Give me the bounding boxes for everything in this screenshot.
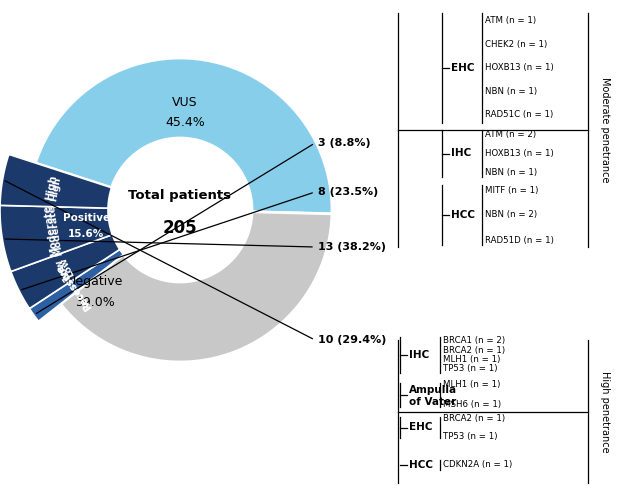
Text: of Vater: of Vater	[409, 397, 457, 407]
Text: MLH1 (n = 1): MLH1 (n = 1)	[443, 355, 500, 364]
Polygon shape	[0, 154, 111, 208]
Text: High: High	[44, 174, 58, 201]
Polygon shape	[60, 212, 332, 362]
Text: Moderate: Moderate	[42, 204, 60, 258]
Text: 8 (23.5%): 8 (23.5%)	[318, 187, 378, 197]
Text: VUS: VUS	[172, 96, 198, 108]
Text: CHEK2 (n = 1): CHEK2 (n = 1)	[485, 40, 547, 49]
Text: 15.6%: 15.6%	[68, 229, 104, 239]
Text: 205: 205	[163, 219, 197, 237]
Text: NBN (n = 1): NBN (n = 1)	[485, 87, 537, 96]
Polygon shape	[28, 163, 123, 304]
Text: IHC: IHC	[451, 148, 471, 158]
Text: Moderate: Moderate	[47, 204, 64, 256]
Text: RAD51D (n = 1): RAD51D (n = 1)	[485, 236, 554, 245]
Text: HCC: HCC	[409, 460, 433, 470]
Text: MSH6 (n = 1): MSH6 (n = 1)	[443, 400, 501, 409]
Polygon shape	[35, 58, 332, 214]
Text: HOXB13 (n = 1): HOXB13 (n = 1)	[485, 149, 554, 158]
Polygon shape	[0, 205, 113, 272]
Text: 39.0%: 39.0%	[75, 296, 115, 308]
Text: 13 (38.2%): 13 (38.2%)	[318, 242, 386, 252]
Polygon shape	[11, 235, 120, 308]
Text: EHC: EHC	[451, 63, 475, 73]
Text: Total patients: Total patients	[129, 189, 231, 201]
Text: NBN (n = 1): NBN (n = 1)	[485, 167, 537, 177]
Text: NBN (n = 2): NBN (n = 2)	[485, 210, 537, 219]
Text: Moderate penetrance: Moderate penetrance	[600, 77, 610, 183]
Text: Positive: Positive	[63, 213, 110, 223]
Text: BRCA1 (n = 2): BRCA1 (n = 2)	[443, 337, 505, 346]
Text: BRCA2 (n = 1): BRCA2 (n = 1)	[443, 414, 505, 424]
Text: IHC: IHC	[409, 350, 429, 360]
Text: Low: Low	[53, 256, 72, 281]
Text: TP53 (n = 1): TP53 (n = 1)	[443, 364, 498, 374]
Text: 10 (29.4%): 10 (29.4%)	[318, 335, 386, 345]
Text: HOXB13 (n = 1): HOXB13 (n = 1)	[485, 63, 554, 72]
Text: Negative: Negative	[67, 276, 123, 289]
Text: Recessive: Recessive	[54, 262, 92, 311]
Text: TP53 (n = 1): TP53 (n = 1)	[443, 432, 498, 441]
Text: High: High	[49, 176, 62, 201]
Text: 3 (8.8%): 3 (8.8%)	[318, 138, 371, 148]
Text: BRCA2 (n = 1): BRCA2 (n = 1)	[443, 346, 505, 355]
Text: 45.4%: 45.4%	[165, 115, 205, 129]
Text: ATM (n = 2): ATM (n = 2)	[485, 131, 536, 140]
Text: Low: Low	[58, 255, 76, 278]
Text: MLH1 (n = 1): MLH1 (n = 1)	[443, 381, 500, 390]
Text: HCC: HCC	[451, 210, 475, 220]
Text: High penetrance: High penetrance	[600, 371, 610, 452]
Polygon shape	[29, 249, 123, 321]
Text: RAD51C (n = 1): RAD51C (n = 1)	[485, 110, 553, 119]
Text: ATM (n = 1): ATM (n = 1)	[485, 16, 536, 26]
Text: CDKN2A (n = 1): CDKN2A (n = 1)	[443, 460, 513, 469]
Text: EHC: EHC	[409, 423, 432, 433]
Text: Recessive: Recessive	[53, 261, 93, 311]
Text: Ampulla: Ampulla	[409, 385, 457, 395]
Text: MITF (n = 1): MITF (n = 1)	[485, 186, 539, 195]
